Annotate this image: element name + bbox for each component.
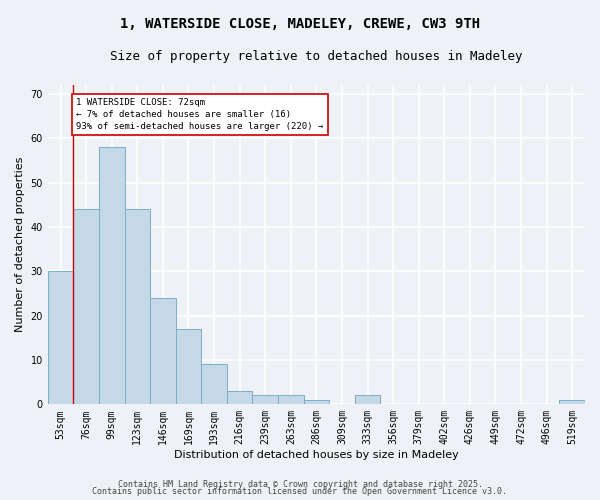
Bar	[48, 272, 73, 404]
Text: Contains HM Land Registry data © Crown copyright and database right 2025.: Contains HM Land Registry data © Crown c…	[118, 480, 482, 489]
Bar	[201, 364, 227, 405]
X-axis label: Distribution of detached houses by size in Madeley: Distribution of detached houses by size …	[174, 450, 459, 460]
Y-axis label: Number of detached properties: Number of detached properties	[15, 157, 25, 332]
Bar	[304, 400, 329, 404]
Bar	[125, 209, 150, 404]
Bar	[150, 298, 176, 405]
Bar	[559, 400, 585, 404]
Text: 1 WATERSIDE CLOSE: 72sqm
← 7% of detached houses are smaller (16)
93% of semi-de: 1 WATERSIDE CLOSE: 72sqm ← 7% of detache…	[76, 98, 323, 131]
Bar	[355, 396, 380, 404]
Bar	[253, 396, 278, 404]
Bar	[278, 396, 304, 404]
Text: 1, WATERSIDE CLOSE, MADELEY, CREWE, CW3 9TH: 1, WATERSIDE CLOSE, MADELEY, CREWE, CW3 …	[120, 18, 480, 32]
Bar	[73, 209, 99, 404]
Title: Size of property relative to detached houses in Madeley: Size of property relative to detached ho…	[110, 50, 523, 63]
Bar	[227, 391, 253, 404]
Bar	[99, 147, 125, 405]
Text: Contains public sector information licensed under the Open Government Licence v3: Contains public sector information licen…	[92, 488, 508, 496]
Bar	[176, 329, 201, 404]
